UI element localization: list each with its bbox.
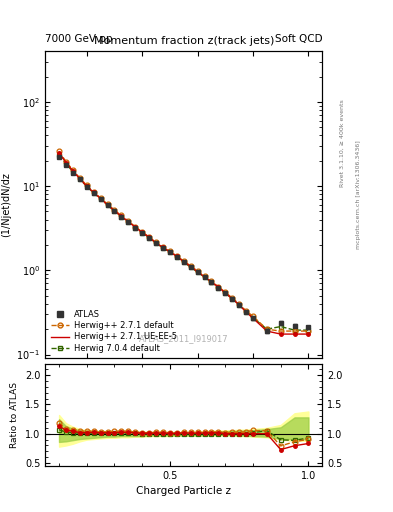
Text: Soft QCD: Soft QCD (275, 33, 322, 44)
Legend: ATLAS, Herwig++ 2.7.1 default, Herwig++ 2.7.1 UE-EE-5, Herwig 7.0.4 default: ATLAS, Herwig++ 2.7.1 default, Herwig++ … (50, 309, 178, 354)
Text: Rivet 3.1.10, ≥ 400k events: Rivet 3.1.10, ≥ 400k events (340, 99, 345, 187)
Text: mcplots.cern.ch [arXiv:1306.3436]: mcplots.cern.ch [arXiv:1306.3436] (356, 140, 361, 249)
Text: ATLAS_2011_I919017: ATLAS_2011_I919017 (139, 334, 229, 343)
X-axis label: Charged Particle z: Charged Particle z (136, 486, 231, 496)
Text: 7000 GeV pp: 7000 GeV pp (45, 33, 113, 44)
Title: Momentum fraction z(track jets): Momentum fraction z(track jets) (94, 35, 274, 46)
Y-axis label: Ratio to ATLAS: Ratio to ATLAS (10, 382, 19, 447)
Y-axis label: (1/Njet)dN/dz: (1/Njet)dN/dz (1, 173, 11, 237)
